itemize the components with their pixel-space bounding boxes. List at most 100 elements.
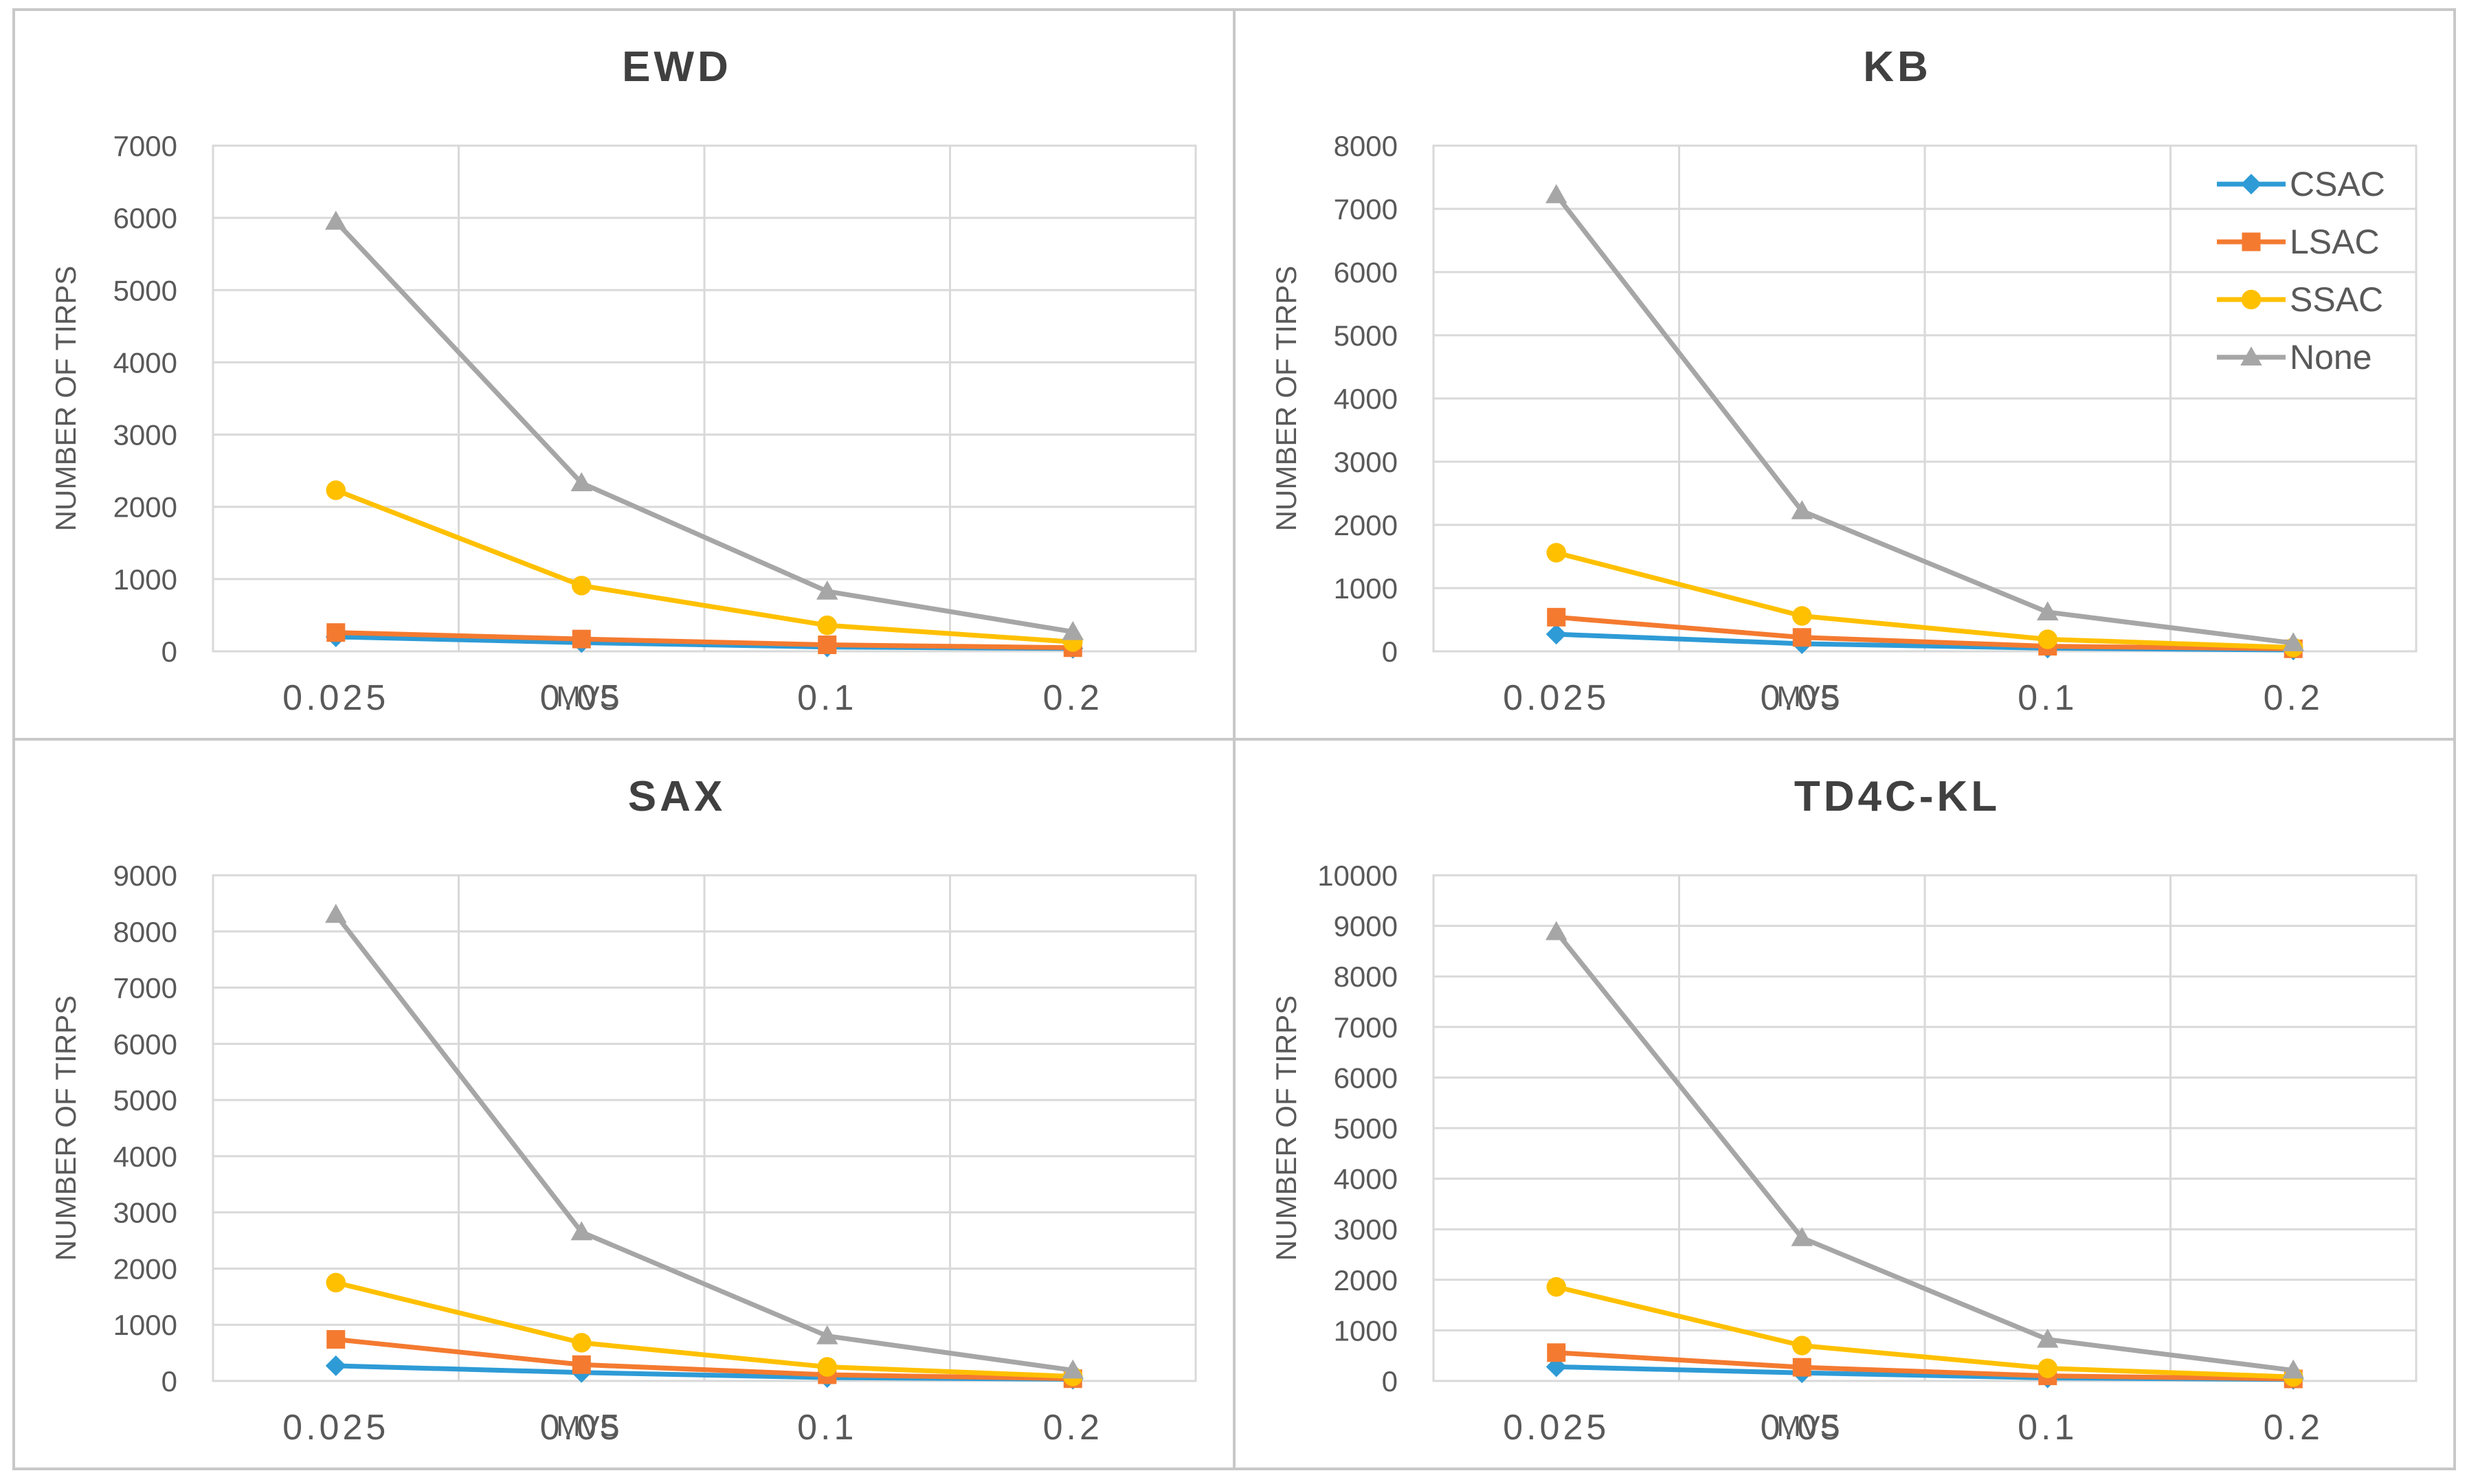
y-axis-label: NUMBER OF TIRPS: [1270, 266, 1302, 532]
x-axis-label: MVS: [1776, 1410, 1839, 1442]
data-point-none: [1062, 620, 1084, 640]
panel-frame: [1233, 8, 2456, 741]
x-tick-label: 0.05: [1761, 1408, 1844, 1448]
y-axis-ticks: 0 1000 2000 3000 4000 5000 6000 7000 8000 9000: [113, 859, 177, 1397]
legend-item-ssac: SSAC: [2217, 280, 2383, 319]
series-line-ssac: [1555, 1284, 2294, 1380]
y-tick-label: 4000: [1334, 1163, 1398, 1195]
data-point-lsac: [572, 1355, 591, 1374]
y-tick-label: 0: [161, 1365, 177, 1397]
series-group: [325, 903, 1084, 1390]
series-group: [1545, 184, 2304, 661]
data-point-none: [570, 472, 592, 492]
legend-label: LSAC: [2290, 223, 2380, 261]
triangle-icon: [2240, 346, 2262, 366]
data-point-lsac: [1792, 1358, 1811, 1377]
y-tick-label: 2000: [1334, 1264, 1398, 1296]
y-tick-label: 7000: [113, 130, 177, 162]
chart-panel-sax: SAX 0 1000 2000 3000 4000 5000 6000 7000 8000 9000…: [12, 738, 1236, 1470]
y-tick-label: 5000: [113, 274, 177, 306]
data-point-ssac: [1792, 606, 1812, 626]
circle-icon: [2241, 289, 2262, 310]
y-tick-label: 0: [1382, 1365, 1398, 1397]
data-point-none: [1545, 184, 1567, 203]
y-tick-label: 3000: [1334, 446, 1398, 478]
y-tick-label: 7000: [1334, 1011, 1398, 1044]
x-tick-label: 0.1: [797, 1408, 857, 1448]
data-point-ssac: [817, 1357, 837, 1377]
plot-area-border: [212, 144, 1197, 653]
data-point-ssac: [1792, 1336, 1812, 1356]
x-axis-label: MVS: [1776, 680, 1839, 712]
x-tick-label: 0.025: [282, 1408, 389, 1448]
y-tick-label: 1000: [1334, 572, 1398, 605]
chart-panel-td4c-kl: TD4C-KL 0 1000 2000 3000 4000 5000 6000 7000 8000…: [1233, 738, 2456, 1470]
y-axis-label: NUMBER OF TIRPS: [49, 266, 82, 532]
y-tick-label: 7000: [1334, 193, 1398, 225]
data-point-ssac: [326, 1272, 346, 1293]
y-tick-label: 1000: [113, 563, 177, 596]
y-tick-label: 1000: [113, 1309, 177, 1341]
series-line-lsac: [1556, 1350, 2294, 1382]
data-point-ssac: [1546, 543, 1566, 563]
y-tick-label: 2000: [113, 1252, 177, 1285]
data-point-ssac: [326, 480, 346, 500]
panel-frame: [1233, 738, 2456, 1470]
data-point-csac: [1545, 624, 1567, 645]
x-axis-label: MVS: [556, 1410, 618, 1442]
y-tick-label: 0: [1382, 636, 1398, 668]
data-point-none: [325, 903, 347, 923]
y-tick-label: 8000: [1334, 960, 1398, 993]
data-point-ssac: [572, 576, 592, 596]
y-tick-label: 3000: [113, 419, 177, 451]
chart-panel-kb: KB 0 1000 2000 3000 4000 5000 6000 7000 8000 0.025…: [1233, 8, 2456, 741]
data-point-none: [816, 580, 838, 600]
data-point-none: [1791, 1226, 1813, 1246]
series-line-lsac: [335, 630, 1073, 651]
y-tick-label: 2000: [1334, 509, 1398, 541]
data-point-csac: [325, 1355, 346, 1376]
x-axis-ticks: 0.025 0.05 0.1 0.2: [282, 678, 1099, 718]
series-line-none: [1554, 193, 2294, 646]
y-axis-ticks: 0 1000 2000 3000 4000 5000 6000 7000 8000: [1334, 130, 1398, 668]
chart-title: EWD: [622, 43, 732, 91]
chart-title: KB: [1863, 43, 1932, 91]
data-point-none: [1791, 500, 1813, 519]
data-point-ssac: [2038, 629, 2057, 649]
series-group: [325, 210, 1084, 659]
series-line-lsac: [1556, 614, 2294, 651]
y-axis-label: NUMBER OF TIRPS: [1270, 996, 1302, 1261]
y-tick-label: 5000: [1334, 1112, 1398, 1145]
series-group: [1545, 921, 2304, 1390]
gridlines: [212, 144, 1197, 653]
data-point-lsac: [326, 1329, 346, 1349]
y-axis-ticks: 0 1000 2000 3000 4000 5000 6000 7000: [113, 130, 177, 668]
data-point-lsac: [1792, 628, 1811, 647]
series-line-ssac: [335, 488, 1073, 644]
data-point-none: [2282, 1359, 2304, 1379]
y-tick-label: 6000: [1334, 1061, 1398, 1094]
square-icon: [2242, 232, 2261, 251]
panel-frame: [12, 738, 1236, 1470]
y-axis-label: NUMBER OF TIRPS: [49, 996, 82, 1261]
data-point-none: [1545, 921, 1567, 941]
x-tick-label: 0.05: [540, 678, 623, 718]
y-tick-label: 5000: [1334, 319, 1398, 352]
x-axis-ticks: 0.025 0.05 0.1 0.2: [282, 1408, 1099, 1448]
plot-area-border: [212, 874, 1197, 1382]
y-tick-label: 5000: [113, 1084, 177, 1116]
y-axis-ticks: 0 1000 2000 3000 4000 5000 6000 7000 8000 9000 100…: [1317, 859, 1398, 1397]
data-point-ssac: [817, 615, 837, 636]
data-point-lsac: [326, 623, 346, 642]
data-point-none: [2037, 601, 2059, 620]
series-line-lsac: [335, 1337, 1073, 1382]
gridlines: [1432, 874, 2418, 1382]
y-tick-label: 4000: [113, 1140, 177, 1173]
y-tick-label: 4000: [113, 346, 177, 379]
y-tick-label: 9000: [113, 859, 177, 892]
x-tick-label: 0.05: [1761, 678, 1844, 718]
data-point-none: [2037, 1328, 2059, 1348]
y-tick-label: 0: [161, 636, 177, 668]
data-point-lsac: [572, 629, 591, 649]
